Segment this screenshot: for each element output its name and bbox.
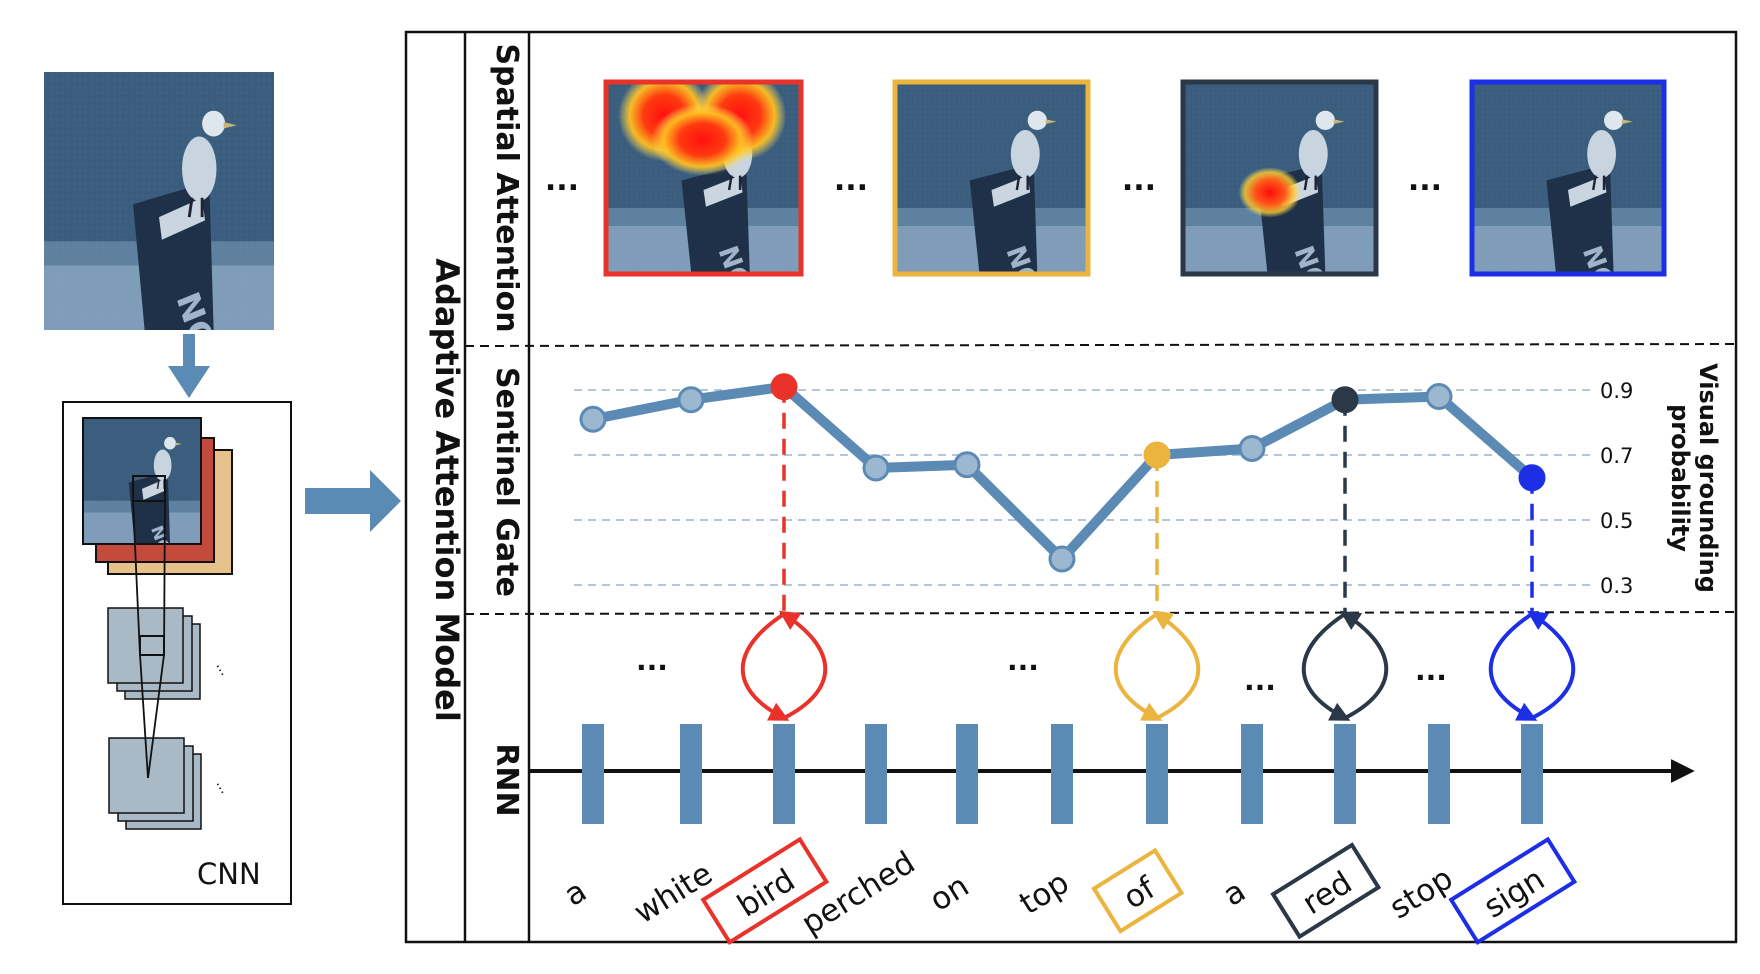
ellipsis-attn-2: ... [834,163,868,198]
word-10: sign [1448,836,1578,945]
rnn-cell-a [582,724,604,824]
cnn-label: CNN [197,857,261,891]
word-5: top [1013,865,1075,922]
sentinel-loop-sign [1488,610,1576,721]
word-6: of [1091,847,1185,934]
word-8: red [1270,842,1382,940]
data-point-a [579,405,607,433]
ellipsis-attn-4: ... [1408,163,1442,198]
word-label: top [1013,865,1075,922]
ellipsis-attn-1: ... [545,163,579,198]
attention-map-red [1180,79,1379,277]
attention-map-bird [603,79,804,277]
axis-title-line1: Visual grounding [1694,363,1722,593]
word-highlight-box [1091,847,1185,934]
word-9: stop [1383,860,1459,926]
y-tick-label: 0.3 [1600,574,1633,598]
rnn-cell-on [956,724,978,824]
sentinel-gate-line [588,381,1537,564]
word-label: a [558,873,593,914]
rnn-cell-white [680,724,702,824]
data-point-on [953,451,981,479]
model-frame [404,30,1738,944]
row-label-spatial-attention: Spatial Attention [489,43,524,332]
down-arrow [168,334,210,398]
row-label-sentinel-gate: Sentinel Gate [489,367,524,597]
word-label: stop [1383,860,1459,926]
ellipsis-rnn-1: ... [636,644,668,677]
rnn-cell-a [1241,724,1263,824]
row-label-rnn: RNN [489,743,524,816]
rnn-cell-bird [773,724,795,824]
ellipsis-rnn-4: ... [1415,654,1447,687]
rnn-cell-of [1146,724,1168,824]
data-point-bird [770,373,798,401]
attention-map-of [892,79,1091,277]
data-point-perched [862,454,890,482]
word-1: white [628,856,719,931]
data-point-of [1143,441,1171,469]
data-point-stop [1425,383,1453,410]
word-highlight-box [1448,836,1578,945]
rnn-cell-stop [1428,724,1450,824]
rnn-cell-perched [865,724,887,824]
word-highlight-box [1270,842,1382,940]
rnn-cell-top [1051,724,1073,824]
word-4: on [923,868,975,919]
model-label: Adaptive Attention Model [428,258,466,722]
data-point-red [1331,386,1359,414]
word-0: a [558,873,593,914]
word-highlight-box [700,836,830,945]
word-7: a [1217,873,1252,914]
y-tick-label: 0.9 [1600,379,1633,403]
sentinel-loop-red [1301,610,1389,721]
ellipsis-rnn-3: ... [1244,664,1276,697]
sentinel-loop-of [1113,610,1201,721]
word-label: a [1217,873,1252,914]
data-point-a [1238,435,1266,462]
sentinel-loop-bird [740,610,828,721]
cnn-box: ... ... CNN [62,401,292,905]
rnn-cell-red [1334,724,1356,824]
word-label: on [923,868,975,919]
input-image [44,72,274,330]
word-label: sign [1478,861,1551,925]
y-tick-label: 0.7 [1600,444,1633,468]
right-arrow [305,470,401,532]
word-label: white [628,856,719,931]
word-label: bird [731,862,801,924]
axis-title-line2: probability [1666,404,1694,552]
y-tick-label: 0.5 [1600,509,1633,533]
ellipsis-rnn-2: ... [1007,644,1039,677]
data-point-white [677,386,705,414]
data-point-sign [1518,464,1546,492]
data-point-top [1048,545,1076,573]
rnn-cell-sign [1521,724,1543,824]
ellipsis-attn-3: ... [1122,163,1156,198]
attention-map-sign [1469,79,1667,277]
